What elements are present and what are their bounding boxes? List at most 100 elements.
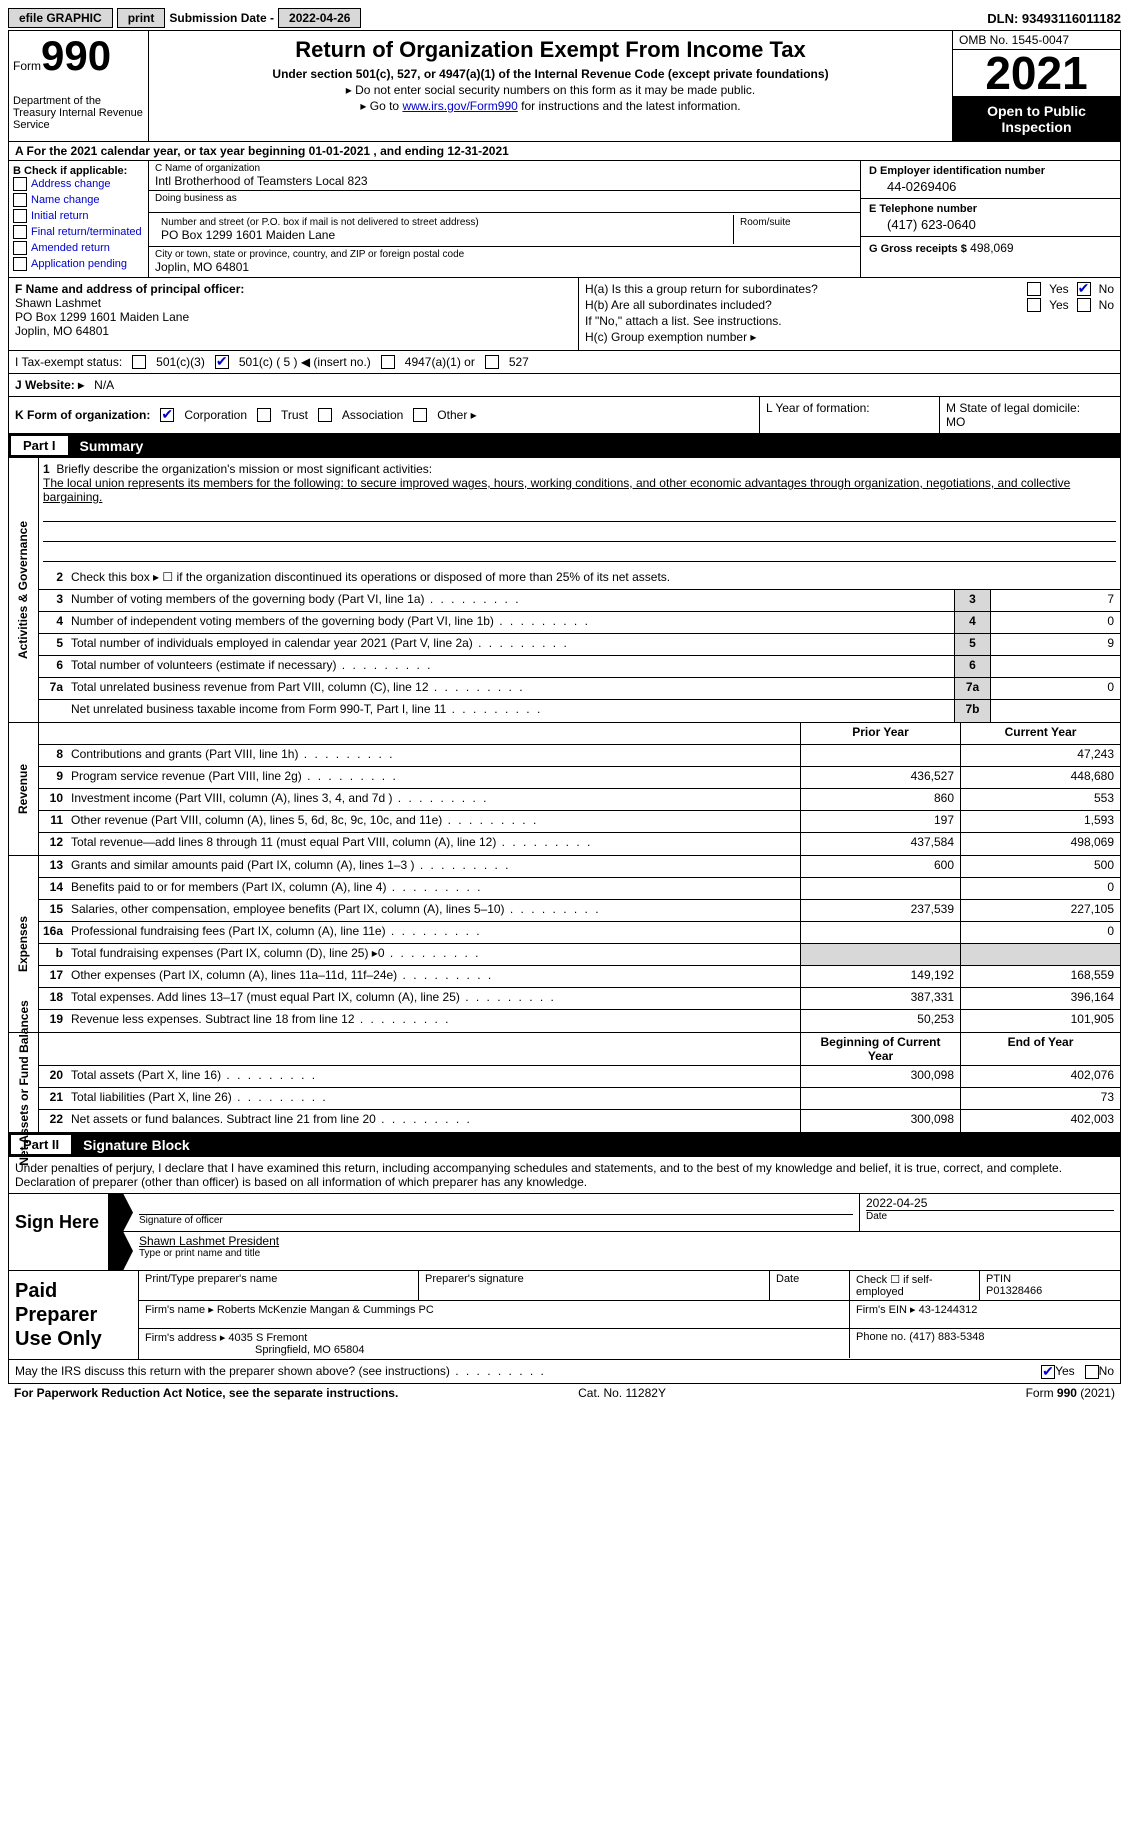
form-subtitle: Under section 501(c), 527, or 4947(a)(1)… [155,67,946,81]
firm-name-label: Firm's name ▸ [145,1304,214,1316]
sig-date-label: Date [866,1210,1114,1222]
irs-link[interactable]: www.irs.gov/Form990 [402,99,517,113]
arrow-icon [109,1194,133,1231]
eoy-header: End of Year [960,1033,1120,1065]
hb-note: If "No," attach a list. See instructions… [585,314,782,328]
table-row: 10Investment income (Part VIII, column (… [39,789,1120,811]
prep-self-employed[interactable]: Check ☐ if self-employed [850,1271,980,1300]
line7b-text: Net unrelated business taxable income fr… [67,700,954,722]
row-a-period: A For the 2021 calendar year, or tax yea… [8,142,1121,161]
table-row: bTotal fundraising expenses (Part IX, co… [39,944,1120,966]
col-b-header: B Check if applicable: [13,165,144,177]
summary-net-assets: Net Assets or Fund Balances Beginning of… [8,1033,1121,1133]
form-note1: ▸ Do not enter social security numbers o… [155,83,946,97]
dba-label: Doing business as [155,193,854,204]
principal-officer: F Name and address of principal officer:… [9,278,579,350]
chk-527[interactable] [485,355,499,369]
ha-yes[interactable] [1027,282,1041,296]
dln: DLN: 93493116011182 [987,11,1121,26]
chk-4947[interactable] [381,355,395,369]
table-row: 16aProfessional fundraising fees (Part I… [39,922,1120,944]
table-row: 21Total liabilities (Part X, line 26)73 [39,1088,1120,1110]
website-row: J Website: ▸ N/A [8,374,1121,397]
prep-date-label: Date [770,1271,850,1300]
line5-value: 9 [990,634,1120,655]
chk-final-return[interactable]: Final return/terminated [13,225,144,239]
table-row: 19Revenue less expenses. Subtract line 1… [39,1010,1120,1032]
firm-phone-label: Phone no. [856,1331,906,1343]
ha-no[interactable] [1077,282,1091,296]
chk-501c[interactable] [215,355,229,369]
hc-label: H(c) Group exemption number ▸ [585,330,756,344]
firm-ein: 43-1244312 [919,1304,978,1316]
prep-sig-label: Preparer's signature [419,1271,770,1300]
efile-button[interactable]: efile GRAPHIC [8,8,113,28]
chk-other[interactable] [413,408,427,422]
chk-amended[interactable]: Amended return [13,241,144,255]
form-header: Form990 Department of the Treasury Inter… [8,30,1121,142]
phone-label: E Telephone number [869,203,1112,215]
table-row: 20Total assets (Part X, line 16)300,0984… [39,1066,1120,1088]
sidebar-net-assets: Net Assets or Fund Balances [17,1000,31,1166]
line2-text: Check this box ▸ ☐ if the organization d… [67,568,1120,589]
table-row: 22Net assets or fund balances. Subtract … [39,1110,1120,1132]
chk-corp[interactable] [160,408,174,422]
city-label: City or town, state or province, country… [155,249,854,260]
table-row: 15Salaries, other compensation, employee… [39,900,1120,922]
chk-501c3[interactable] [132,355,146,369]
current-year-header: Current Year [960,723,1120,744]
table-row: 13Grants and similar amounts paid (Part … [39,856,1120,878]
hb-no[interactable] [1077,298,1091,312]
sidebar-activities: Activities & Governance [17,521,31,659]
discuss-no[interactable] [1085,1365,1099,1379]
group-return: H(a) Is this a group return for subordin… [579,278,1120,350]
chk-address-change[interactable]: Address change [13,177,144,191]
form-ref: Form 990 (2021) [1026,1386,1115,1400]
line6-text: Total number of volunteers (estimate if … [67,656,954,677]
org-city: Joplin, MO 64801 [155,260,854,274]
chk-name-change[interactable]: Name change [13,193,144,207]
footer: For Paperwork Reduction Act Notice, see … [8,1384,1121,1402]
sidebar-revenue: Revenue [17,764,31,814]
part1-header: Part I Summary [8,434,1121,458]
phone-value: (417) 623-0640 [869,217,1112,232]
line7a-value: 0 [990,678,1120,699]
table-row: 8Contributions and grants (Part VIII, li… [39,745,1120,767]
prior-year-header: Prior Year [800,723,960,744]
table-row: 14Benefits paid to or for members (Part … [39,878,1120,900]
mission-text: The local union represents its members f… [43,476,1116,504]
line6-value [990,656,1120,677]
chk-assoc[interactable] [318,408,332,422]
summary-revenue: Revenue Prior Year Current Year 8Contrib… [8,723,1121,856]
gross-receipts-label: G Gross receipts $ [869,243,967,255]
hb-yes[interactable] [1027,298,1041,312]
prep-name-label: Print/Type preparer's name [139,1271,419,1300]
ein-label: D Employer identification number [869,165,1112,177]
line5-text: Total number of individuals employed in … [67,634,954,655]
state-domicile: M State of legal domicile:MO [940,397,1120,433]
line3-text: Number of voting members of the governin… [67,590,954,611]
ha-label: H(a) Is this a group return for subordin… [585,282,818,296]
chk-trust[interactable] [257,408,271,422]
firm-addr-label: Firm's address ▸ [145,1332,225,1344]
org-name: Intl Brotherhood of Teamsters Local 823 [155,174,854,188]
line4-value: 0 [990,612,1120,633]
table-row: 12Total revenue—add lines 8 through 11 (… [39,833,1120,855]
topbar: efile GRAPHIC print Submission Date - 20… [8,8,1121,28]
col-d-ids: D Employer identification number 44-0269… [860,161,1120,277]
form-number: 990 [41,32,111,79]
chk-initial-return[interactable]: Initial return [13,209,144,223]
sig-name-label: Type or print name and title [139,1248,1114,1259]
tax-year: 2021 [953,50,1120,97]
form-note2: ▸ Go to www.irs.gov/Form990 for instruct… [155,99,946,113]
discuss-row: May the IRS discuss this return with the… [8,1360,1121,1384]
chk-application-pending[interactable]: Application pending [13,257,144,271]
discuss-yes[interactable] [1041,1365,1055,1379]
line1-label: Briefly describe the organization's miss… [56,462,432,476]
print-button[interactable]: print [117,8,166,28]
paid-preparer-block: Paid Preparer Use Only Print/Type prepar… [8,1271,1121,1360]
part2-header: Part II Signature Block [8,1133,1121,1157]
line7a-text: Total unrelated business revenue from Pa… [67,678,954,699]
col-b-checkboxes: B Check if applicable: Address change Na… [9,161,149,277]
org-address: PO Box 1299 1601 Maiden Lane [161,228,727,242]
